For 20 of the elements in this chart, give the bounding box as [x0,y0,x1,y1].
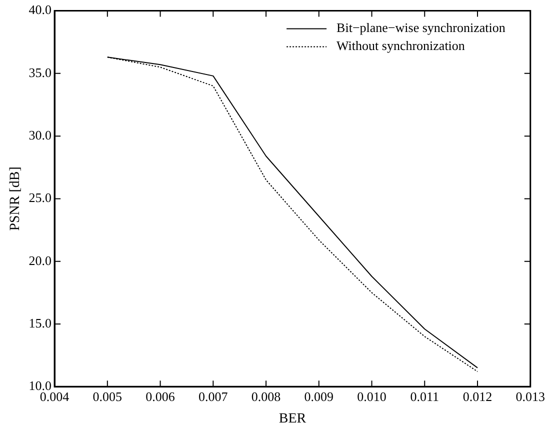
x-tick-label: 0.013 [516,388,545,404]
legend-label: Without synchronization [336,38,466,54]
legend-label: Bit−plane−wise synchronization [336,20,506,36]
x-tick-label: 0.008 [251,388,281,404]
x-tick-label: 0.011 [410,388,440,404]
x-tick-label: 0.012 [462,388,492,404]
y-axis-title: PSNR [dB] [8,166,24,231]
x-tick-label: 0.005 [92,388,122,404]
x-tick-label: 0.007 [198,388,228,404]
x-tick-label: 0.010 [357,388,386,404]
y-tick-label: 10.0 [28,378,52,394]
y-tick-label: 30.0 [28,127,52,142]
y-tick-label: 35.0 [28,64,52,80]
x-tick-label: 0.009 [304,388,334,404]
y-tick-label: 20.0 [28,252,52,268]
x-axis-title: BER [278,411,307,426]
x-tick-label: 0.006 [146,388,176,404]
y-tick-label: 25.0 [28,190,52,206]
y-tick-label: 15.0 [28,315,52,330]
y-tick-label: 40.0 [28,2,52,18]
